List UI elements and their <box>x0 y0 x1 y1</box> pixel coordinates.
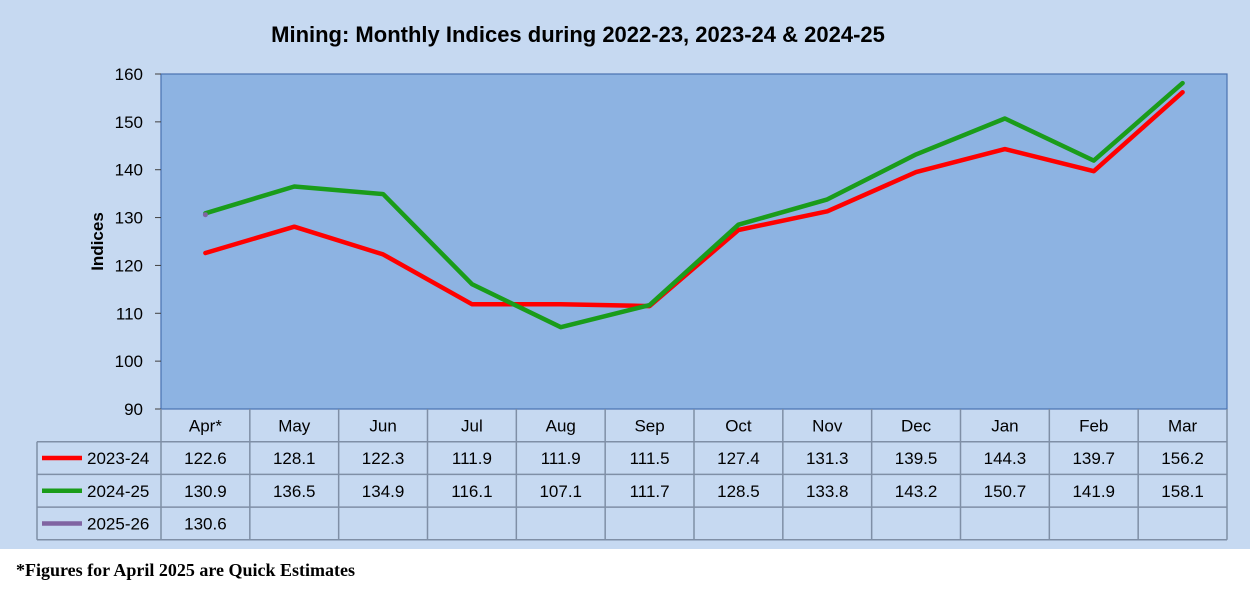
table-cell-value: 116.1 <box>451 482 492 501</box>
table-cell-value: 156.2 <box>1161 449 1204 468</box>
table-cell-value: 111.9 <box>541 449 581 468</box>
table-cell-value: 133.8 <box>806 482 849 501</box>
x-category-label: Jul <box>461 416 483 435</box>
series-point-2025-26 <box>202 212 208 218</box>
footnote: *Figures for April 2025 are Quick Estima… <box>16 560 355 580</box>
series-line-2024-25 <box>203 80 1185 330</box>
table-cell-value: 107.1 <box>539 482 582 501</box>
y-tick-label: 120 <box>115 256 143 275</box>
y-tick-label: 100 <box>115 352 143 371</box>
table-cell-value: 111.5 <box>630 449 670 468</box>
legend-label: 2025-26 <box>87 514 149 533</box>
x-category-label: Mar <box>1168 416 1198 435</box>
x-category-label: Jan <box>991 416 1018 435</box>
chart-title: Mining: Monthly Indices during 2022-23, … <box>271 22 885 47</box>
table-cell-value: 139.5 <box>895 449 938 468</box>
table-cell-value: 134.9 <box>362 482 405 501</box>
table-cell-value: 143.2 <box>895 482 938 501</box>
y-tick-label: 140 <box>115 161 143 180</box>
y-tick-label: 150 <box>115 113 143 132</box>
plot-area <box>160 73 1228 410</box>
y-tick-label: 110 <box>116 304 143 323</box>
x-category-label: Dec <box>901 416 932 435</box>
x-category-label: Nov <box>812 416 843 435</box>
table-cell-value: 130.6 <box>184 514 227 533</box>
y-tick-label: 90 <box>124 400 143 419</box>
x-category-label: Apr* <box>189 416 222 435</box>
legend-label: 2024-25 <box>87 482 149 501</box>
table-cell-value: 136.5 <box>273 482 316 501</box>
x-category-label: Sep <box>634 416 664 435</box>
table-cell-value: 150.7 <box>984 482 1027 501</box>
table-cell-value: 139.7 <box>1072 449 1115 468</box>
table-cell-value: 144.3 <box>984 449 1027 468</box>
y-axis-label: Indices <box>88 212 107 271</box>
table-cell-value: 131.3 <box>806 449 849 468</box>
x-category-label: Jun <box>369 416 396 435</box>
table-cell-value: 111.7 <box>630 482 670 501</box>
table-cell-value: 141.9 <box>1072 482 1115 501</box>
table-cell-value: 111.9 <box>452 449 492 468</box>
y-tick-label: 130 <box>115 209 143 228</box>
table-cell-value: 122.6 <box>184 449 227 468</box>
table-cell-value: 127.4 <box>717 449 760 468</box>
y-tick-label: 160 <box>115 65 143 84</box>
x-category-label: May <box>278 416 311 435</box>
x-category-label: Oct <box>725 416 752 435</box>
legend-label: 2023-24 <box>87 449 149 468</box>
chart-svg: 90 100 110 120 130 140 150 160 Indices Apr* May Jun… <box>36 65 1228 541</box>
table-cell-value: 128.5 <box>717 482 760 501</box>
chart-area: Mining: Monthly Indices during 2022-23, … <box>0 0 1250 549</box>
x-category-label: Aug <box>546 416 576 435</box>
x-category-label: Feb <box>1079 416 1108 435</box>
series-line-2023-24 <box>203 89 1185 309</box>
table-cell-value: 128.1 <box>273 449 316 468</box>
table-cell-value: 130.9 <box>184 482 227 501</box>
table-cell-value: 122.3 <box>362 449 405 468</box>
table-cell-value: 158.1 <box>1161 482 1204 501</box>
